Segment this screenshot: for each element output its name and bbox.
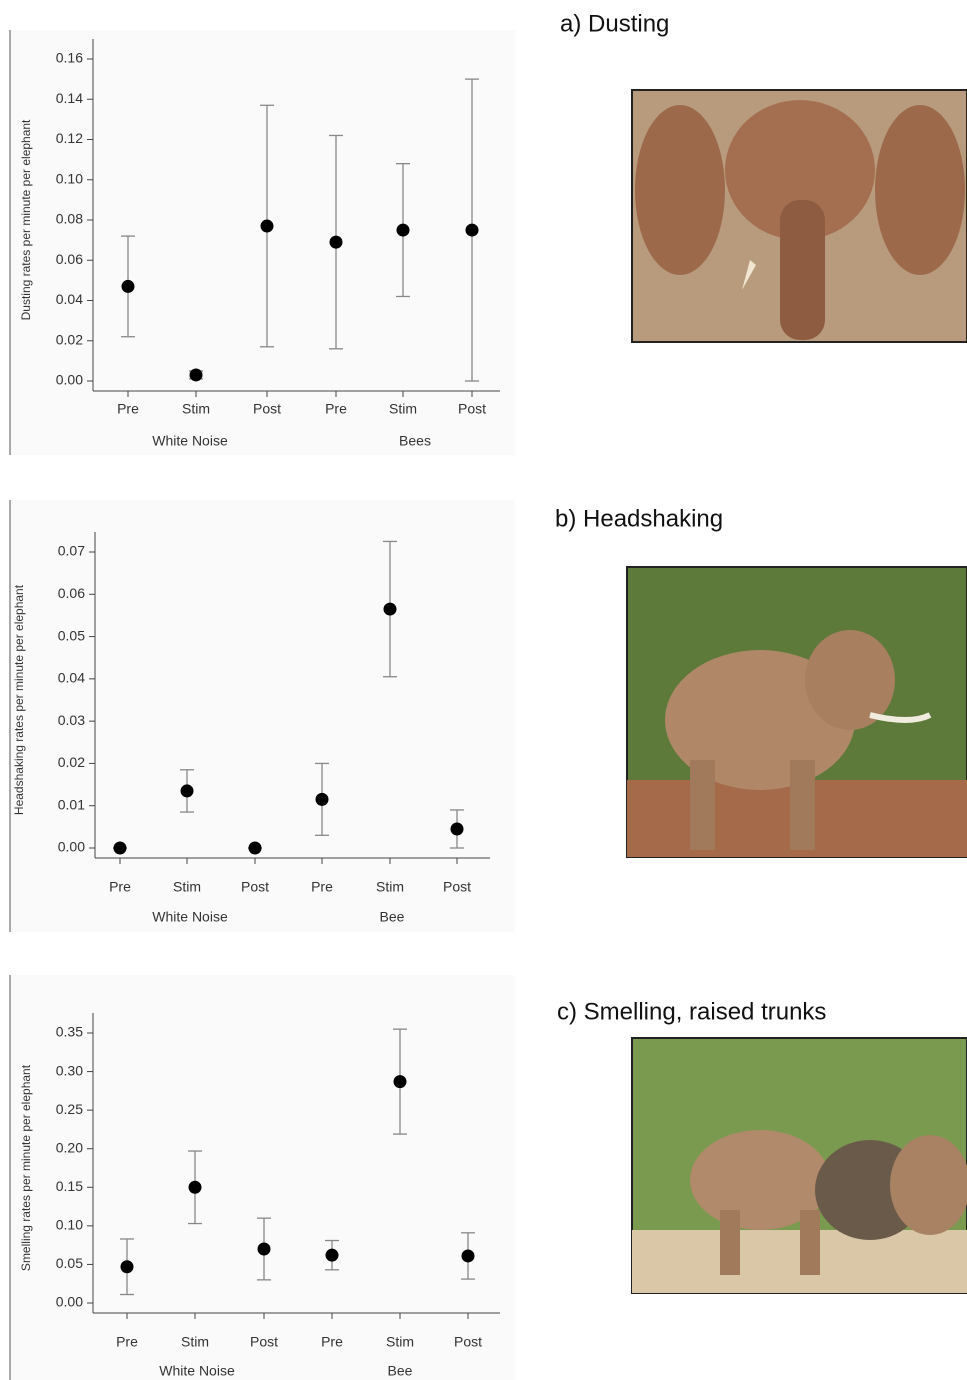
y-tick-label: 0.06: [58, 585, 85, 601]
x-tick-label: Post: [253, 401, 281, 417]
point: [257, 1242, 271, 1256]
group-label: Bees: [399, 433, 431, 449]
x-tick-label: Stim: [173, 879, 201, 895]
y-tick-label: 0.02: [58, 754, 85, 770]
y-tick-label: 0.35: [56, 1024, 83, 1040]
x-tick-label: Stim: [389, 401, 417, 417]
x-tick-label: Post: [443, 879, 471, 895]
group-label: White Noise: [159, 1363, 235, 1379]
y-tick-label: 0.01: [58, 796, 85, 812]
y-tick-label: 0.25: [56, 1101, 83, 1117]
group-label: White Noise: [152, 909, 228, 925]
y-tick-label: 0.10: [56, 170, 83, 186]
y-tick-label: 0.00: [58, 839, 85, 855]
y-tick-label: 0.16: [56, 50, 83, 66]
y-axis-label: Dusting rates per minute per elephant: [19, 119, 33, 320]
x-tick-label: Post: [250, 1334, 278, 1350]
chart-title: c) Smelling, raised trunks: [557, 998, 826, 1025]
y-tick-label: 0.04: [58, 670, 85, 686]
photo: [631, 89, 967, 343]
x-tick-label: Pre: [109, 879, 131, 895]
y-axis-label: Smelling rates per minute per elephant: [19, 1064, 33, 1271]
x-tick-label: Pre: [311, 879, 333, 895]
y-tick-label: 0.07: [58, 543, 85, 559]
y-tick-label: 0.05: [58, 627, 85, 643]
x-tick-label: Stim: [376, 879, 404, 895]
x-tick-label: Pre: [325, 401, 347, 417]
chart-title: b) Headshaking: [555, 505, 723, 532]
point: [329, 235, 343, 249]
photo: [626, 566, 967, 858]
point: [461, 1249, 475, 1263]
point: [248, 841, 262, 855]
y-tick-label: 0.10: [56, 1217, 83, 1233]
point: [465, 223, 479, 237]
photo: [631, 1037, 967, 1294]
x-tick-label: Pre: [321, 1334, 343, 1350]
point: [120, 1260, 134, 1274]
y-tick-label: 0.08: [56, 211, 83, 227]
point: [180, 784, 194, 798]
group-label: White Noise: [152, 433, 228, 449]
x-tick-label: Post: [241, 879, 269, 895]
point: [315, 792, 329, 806]
point: [450, 822, 464, 836]
y-tick-label: 0.03: [58, 712, 85, 728]
y-tick-label: 0.15: [56, 1178, 83, 1194]
x-tick-label: Post: [454, 1334, 482, 1350]
x-tick-label: Stim: [386, 1334, 414, 1350]
y-tick-label: 0.00: [56, 1294, 83, 1310]
y-tick-label: 0.05: [56, 1255, 83, 1271]
point: [188, 1180, 202, 1194]
y-tick-label: 0.00: [56, 372, 83, 388]
y-tick-label: 0.30: [56, 1062, 83, 1078]
group-label: Bee: [380, 909, 405, 925]
x-tick-label: Stim: [181, 1334, 209, 1350]
panel-bg: [10, 975, 515, 1380]
point: [396, 223, 410, 237]
y-tick-label: 0.02: [56, 331, 83, 347]
point: [121, 279, 135, 293]
y-tick-label: 0.06: [56, 251, 83, 267]
y-axis-label: Headshaking rates per minute per elephan…: [12, 584, 26, 815]
point: [383, 602, 397, 616]
panel-bg: [10, 30, 515, 455]
y-tick-label: 0.12: [56, 130, 83, 146]
x-tick-label: Stim: [182, 401, 210, 417]
chart-title: a) Dusting: [560, 10, 669, 37]
group-label: Bee: [388, 1363, 413, 1379]
y-tick-label: 0.14: [56, 90, 83, 106]
point: [189, 368, 203, 382]
y-tick-label: 0.20: [56, 1139, 83, 1155]
x-tick-label: Pre: [117, 401, 139, 417]
panel-bg: [10, 500, 515, 932]
point: [325, 1248, 339, 1262]
x-tick-label: Post: [458, 401, 486, 417]
point: [393, 1075, 407, 1089]
point: [260, 219, 274, 233]
point: [113, 841, 127, 855]
y-tick-label: 0.04: [56, 291, 83, 307]
x-tick-label: Pre: [116, 1334, 138, 1350]
